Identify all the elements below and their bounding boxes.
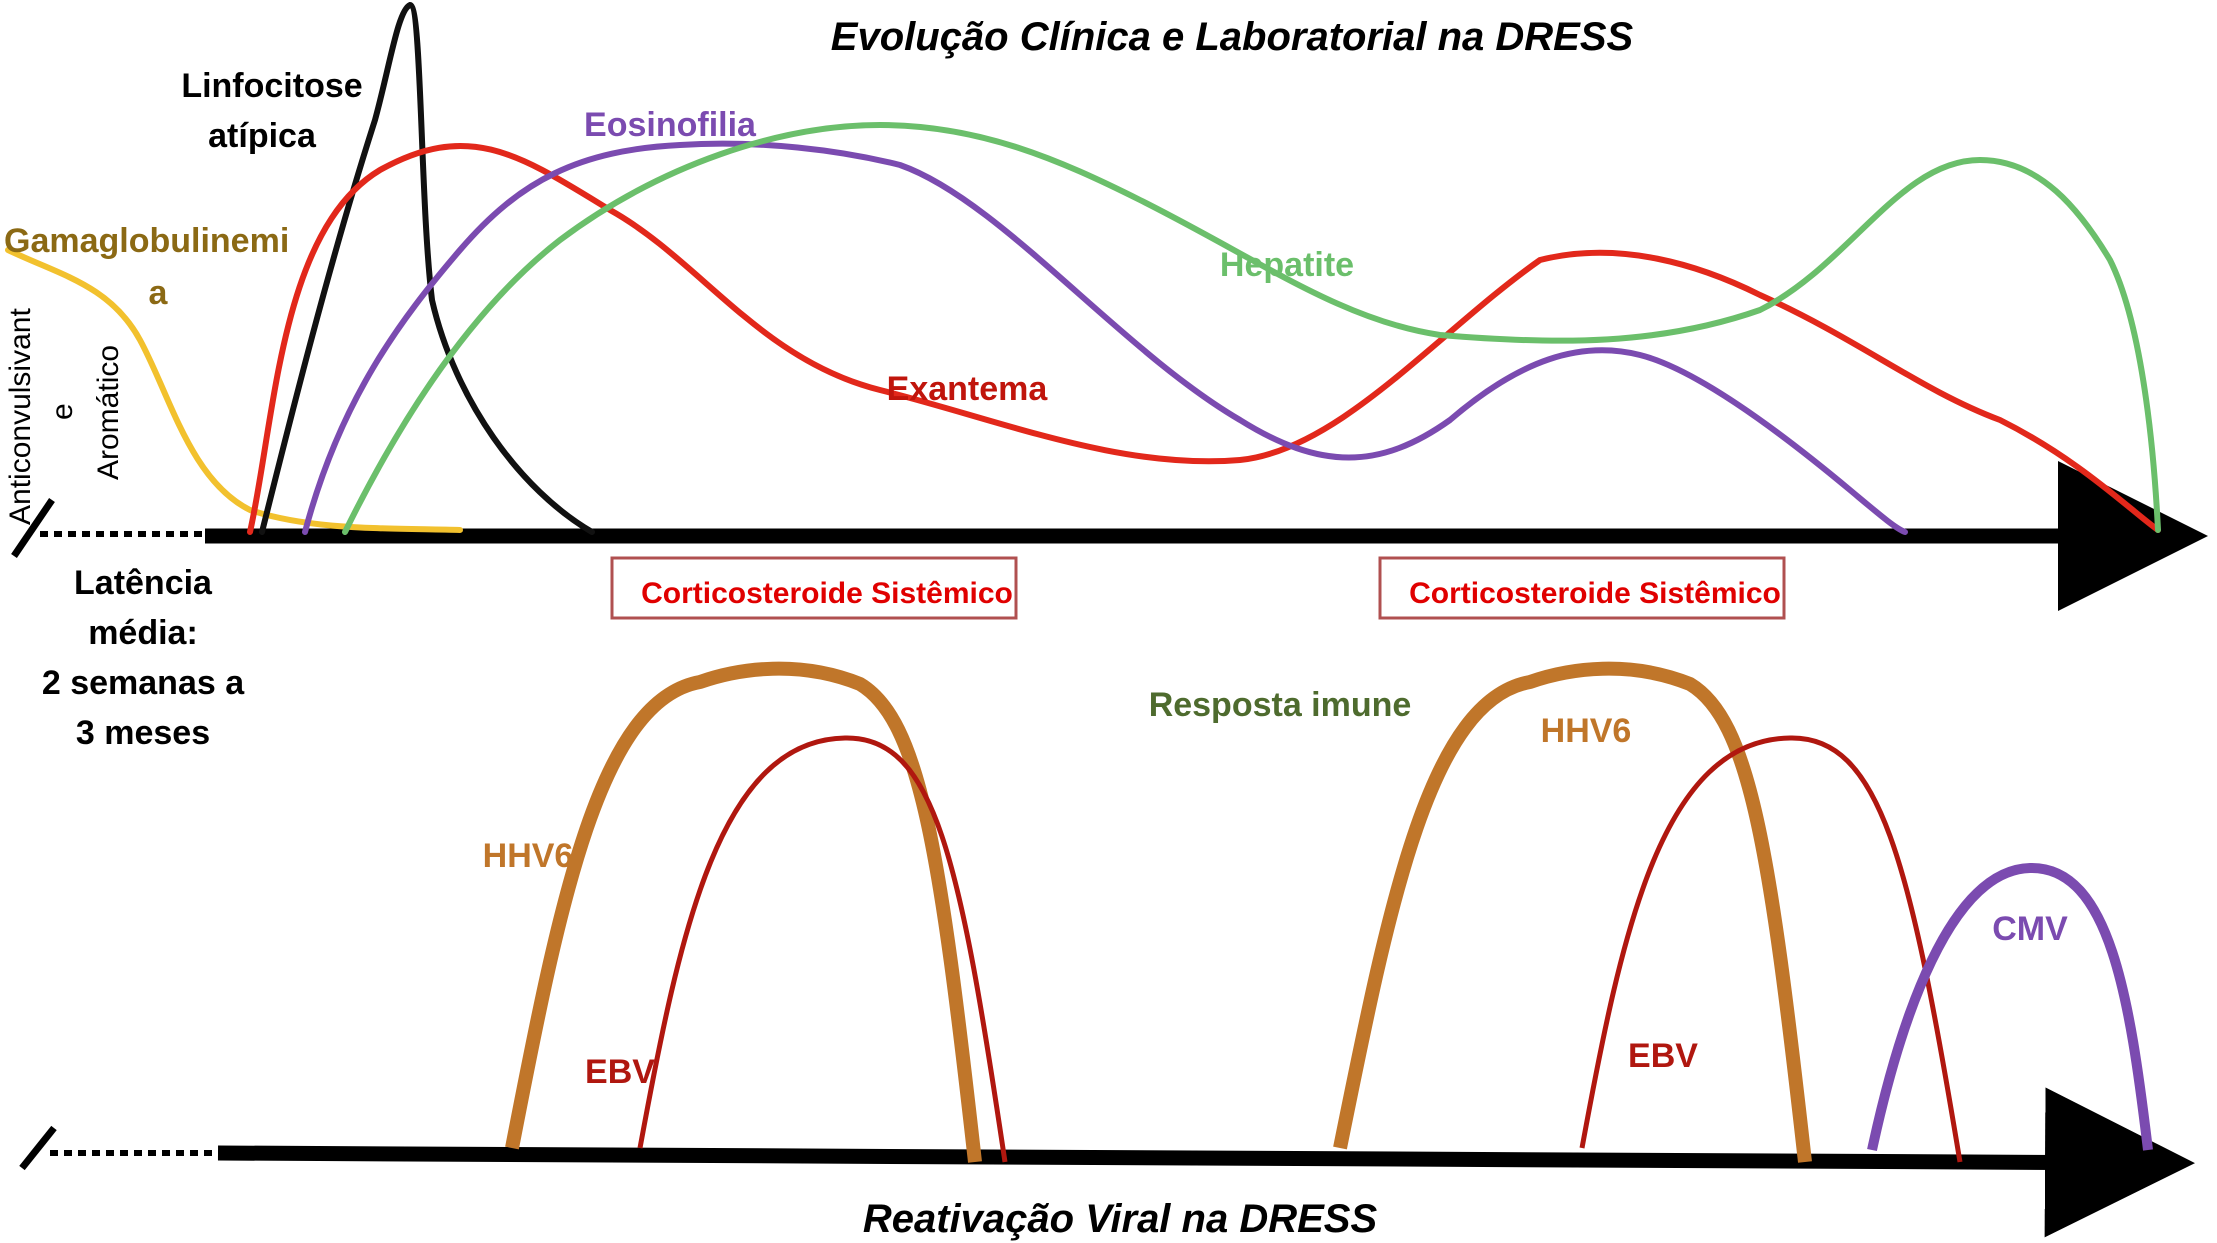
top-title: Evolução Clínica e Laboratorial na DRESS xyxy=(831,15,1634,59)
corticosteroid-box-2: Corticosteroide Sistêmico xyxy=(1378,556,1786,620)
hhv6-label-2: HHV6 xyxy=(1541,712,1632,750)
side-label-line1: Anticonvulsivant xyxy=(4,308,37,525)
hhv6-curve-1 xyxy=(505,661,982,1163)
latency-line3: 2 semanas a xyxy=(42,664,245,702)
latency-line4: 3 meses xyxy=(76,714,210,752)
side-label-line3-group: Aromático xyxy=(92,345,125,480)
side-label-line2-group: e xyxy=(46,403,79,420)
hhv6-label-1: HHV6 xyxy=(483,837,574,875)
corticosteroid-box-2-label: Corticosteroide Sistêmico xyxy=(1409,577,1781,610)
side-label-line3: Aromático xyxy=(92,345,125,480)
linfocitose-label-2: atípica xyxy=(208,117,317,155)
bottom-axis-break xyxy=(19,1125,57,1171)
eosinofilia-curve xyxy=(302,140,1908,535)
ebv-curve-1 xyxy=(637,735,1008,1163)
bottom-axis-arrow xyxy=(217,1087,2195,1238)
eosinofilia-label: Eosinofilia xyxy=(584,106,757,144)
corticosteroid-box-1: Corticosteroide Sistêmico xyxy=(610,556,1018,620)
exantema-label: Exantema xyxy=(887,370,1049,408)
ebv-label-1: EBV xyxy=(585,1053,655,1091)
gamaglobulinemia-label-2: a xyxy=(149,274,169,312)
cmv-curve xyxy=(1867,862,2153,1152)
gamaglobulinemia-curve xyxy=(5,247,463,533)
gamaglobulinemia-label-1: Gamaglobulinemi xyxy=(4,222,289,260)
linfocitose-curve xyxy=(259,1,595,535)
ebv-curve-2 xyxy=(1579,735,1963,1163)
corticosteroid-box-1-label: Corticosteroide Sistêmico xyxy=(641,577,1013,610)
hhv6-curve-2 xyxy=(1333,661,1812,1163)
top-axis-break xyxy=(11,498,55,558)
latency-text: Latência média: 2 semanas a 3 meses xyxy=(42,564,245,752)
latency-line1: Latência xyxy=(74,564,213,602)
hepatite-label: Hepatite xyxy=(1220,246,1354,284)
exantema-curve xyxy=(247,142,2161,535)
latency-line2: média: xyxy=(88,614,198,652)
side-label: Anticonvulsivant xyxy=(4,308,37,525)
hepatite-curve xyxy=(342,121,2161,535)
side-label-line2: e xyxy=(46,403,79,420)
cmv-label: CMV xyxy=(1992,910,2068,948)
linfocitose-label-1: Linfocitose xyxy=(181,67,362,105)
bottom-title: Reativação Viral na DRESS xyxy=(863,1197,1378,1241)
immune-response-label: Resposta imune xyxy=(1149,686,1412,724)
ebv-label-2: EBV xyxy=(1628,1037,1698,1075)
